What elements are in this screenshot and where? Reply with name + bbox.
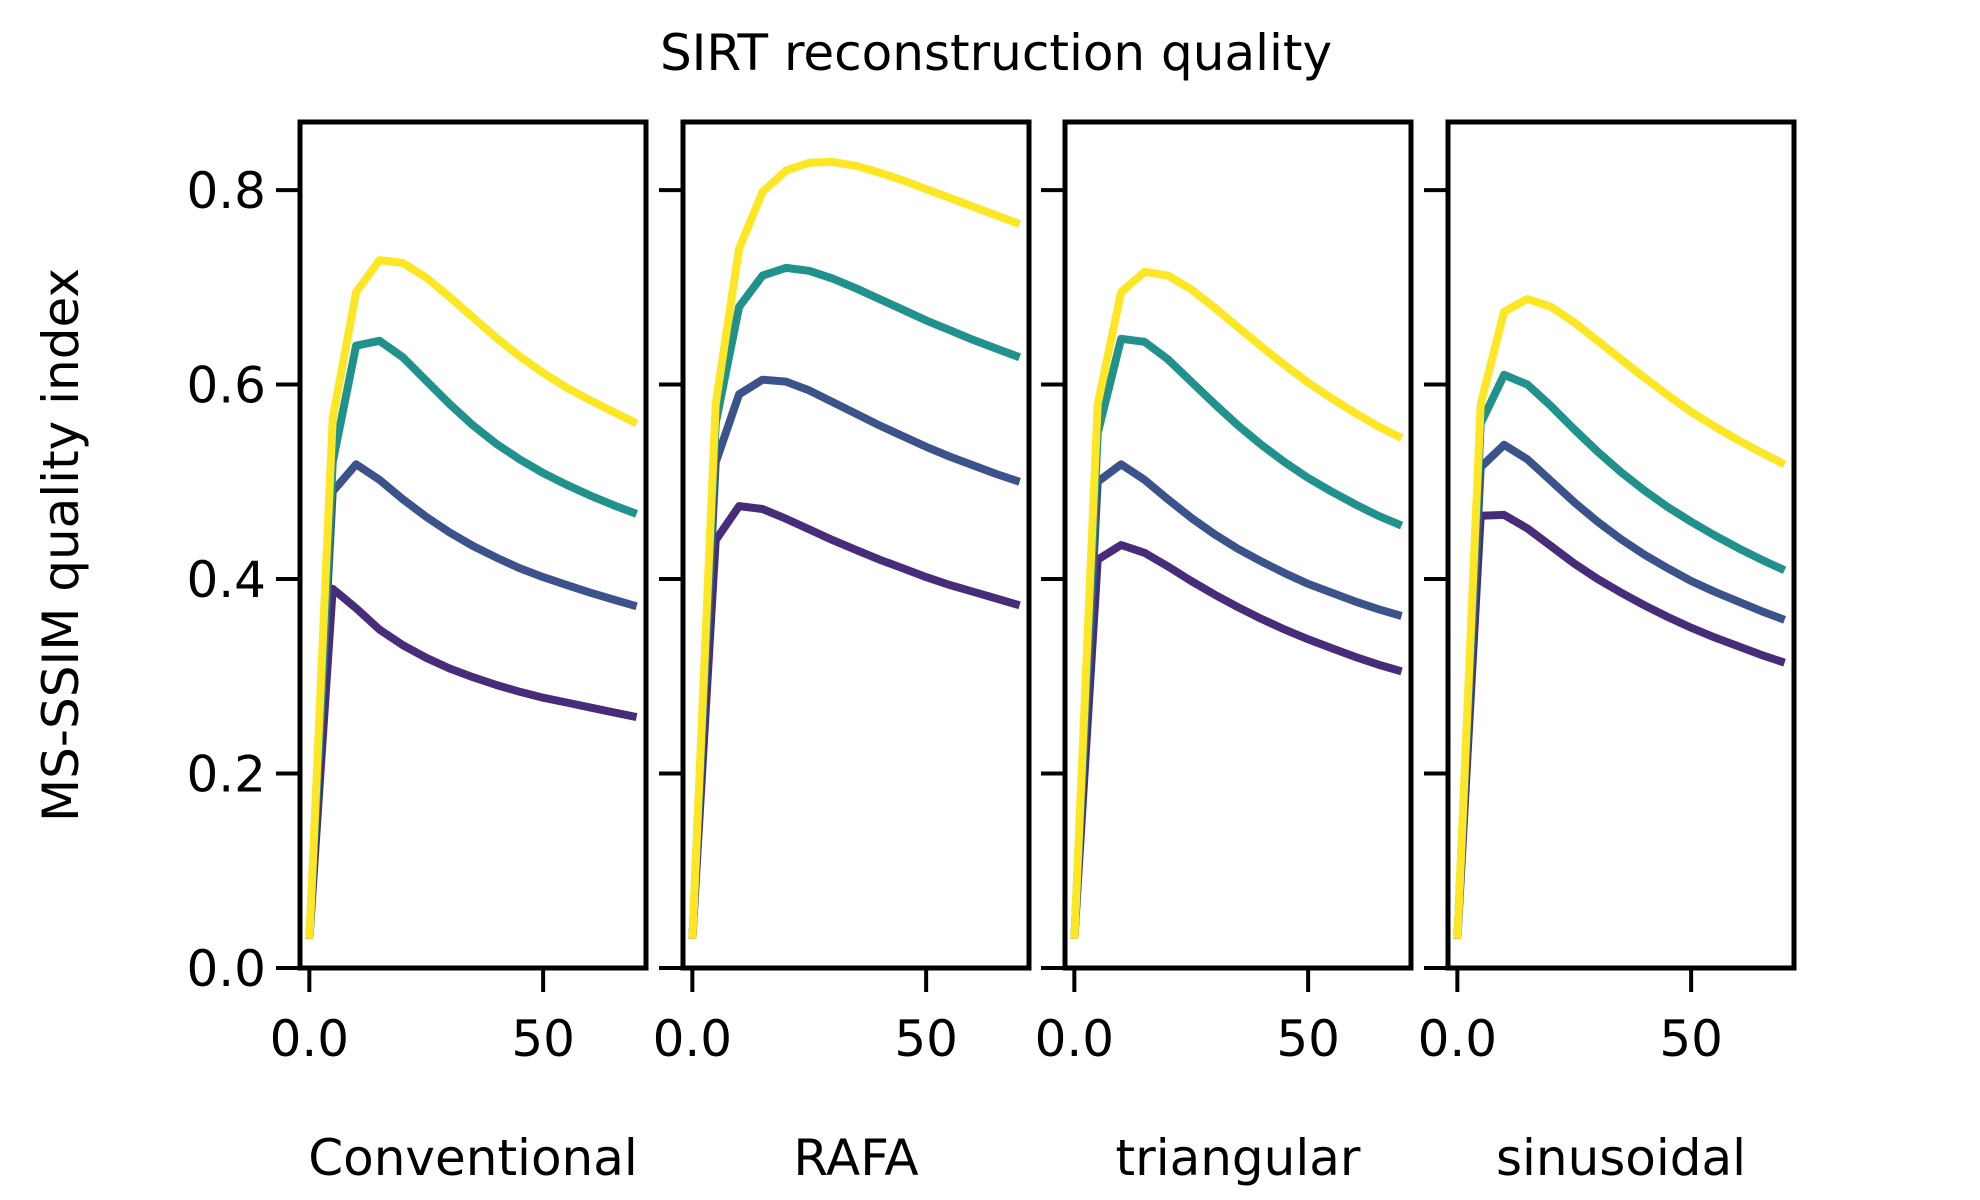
panel-4: 0.0 50 sinusoidal (1418, 119, 1797, 1187)
y-tick-label: 0.8 (186, 162, 266, 220)
series-line-4 (305, 256, 639, 939)
series-line-1 (305, 584, 638, 940)
series-line-2 (1453, 440, 1787, 939)
panel-xlabel: RAFA (793, 1129, 918, 1187)
series-line-2 (1070, 460, 1403, 940)
series-line-4 (1453, 295, 1787, 939)
x-tick-label: 50 (1659, 1010, 1723, 1068)
series-line-4 (688, 157, 1021, 939)
x-tick-label: 50 (511, 1010, 575, 1068)
x-tick-label: 50 (894, 1010, 958, 1068)
figure-title: SIRT reconstruction quality (660, 24, 1332, 82)
y-tick-label: 0.2 (186, 746, 266, 804)
series-line-3 (1070, 334, 1404, 939)
y-tick-label: 0.6 (186, 357, 266, 415)
series-line-1 (1453, 510, 1786, 940)
y-axis-label: MS-SSIM quality index (32, 268, 90, 822)
y-tick-label: 0.4 (186, 551, 266, 609)
panel-xlabel: Conventional (308, 1129, 638, 1187)
series-line-2 (688, 375, 1021, 939)
panel-frame (1062, 119, 1414, 971)
panel-xlabel: sinusoidal (1496, 1129, 1746, 1187)
x-tick-label: 50 (1276, 1010, 1340, 1068)
panel-3: 0.0 50 triangular (1035, 119, 1414, 1187)
series-line-2 (305, 460, 638, 940)
panel-frame (680, 119, 1032, 971)
panel-frame (297, 119, 649, 971)
panel-2: 0.0 50 RAFA (653, 119, 1032, 1187)
x-tick-label: 0.0 (1035, 1010, 1115, 1068)
y-tick-label: 0.0 (186, 940, 266, 998)
series-line-3 (305, 336, 639, 939)
series-line-1 (1070, 541, 1403, 940)
series-line-4 (1070, 267, 1404, 939)
x-tick-label: 0.0 (653, 1010, 733, 1068)
series-line-3 (1453, 370, 1787, 939)
panels: 0.0 0.2 0.4 0.6 0.8 0.0 50 Conventional 0.0 50 RAF… (186, 119, 1797, 1187)
panel-frame (1445, 119, 1797, 971)
x-tick-label: 0.0 (1418, 1010, 1498, 1068)
panel-xlabel: triangular (1116, 1129, 1361, 1187)
x-tick-label: 0.0 (270, 1010, 350, 1068)
series-line-1 (688, 502, 1021, 940)
panel-1: 0.0 0.2 0.4 0.6 0.8 0.0 50 Conventional (186, 119, 649, 1187)
series-line-3 (688, 263, 1021, 939)
